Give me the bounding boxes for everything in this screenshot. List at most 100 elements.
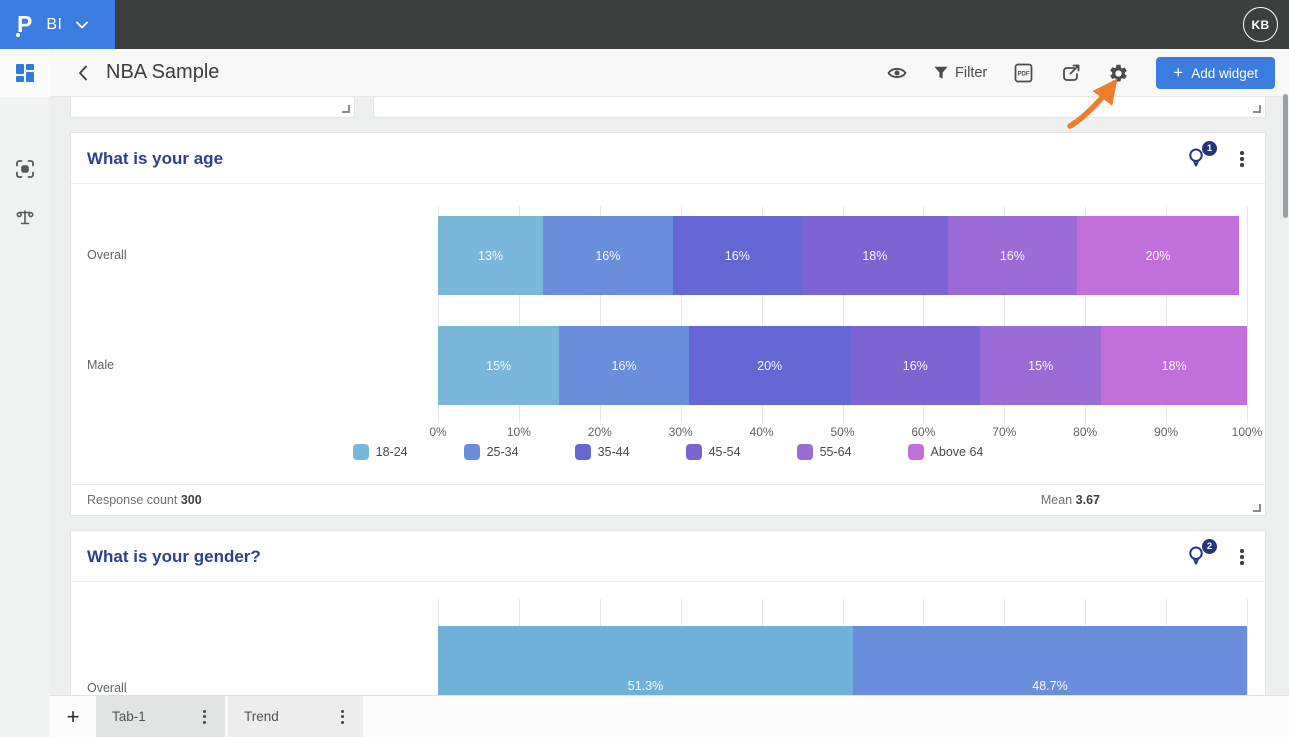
tab-tab-1[interactable]: Tab-1 — [96, 696, 225, 737]
gridline — [518, 206, 520, 423]
legend-item[interactable]: 35-44 — [574, 444, 630, 460]
legend-swatch — [352, 444, 369, 460]
legend-item[interactable]: 55-64 — [796, 444, 852, 460]
share-icon[interactable] — [1060, 63, 1081, 83]
add-tab-button[interactable]: + — [66, 703, 80, 729]
page-title: NBA Sample — [106, 61, 220, 83]
category-label: Male — [87, 358, 115, 372]
bar-segment[interactable]: 15% — [438, 326, 560, 405]
axis-tick-label: 40% — [749, 425, 774, 439]
settings-gear-icon[interactable] — [1108, 63, 1129, 84]
bar-segment-value: 16% — [595, 248, 621, 263]
gridline — [842, 206, 844, 423]
axis-tick-label: 0% — [429, 425, 447, 439]
bar-segment[interactable]: 13% — [438, 216, 544, 295]
bar-segment[interactable]: 16% — [672, 216, 803, 295]
legend-item[interactable]: 45-54 — [685, 444, 741, 460]
resize-handle[interactable] — [1253, 105, 1261, 113]
bar-row: 15% 16% 20% 16% 15% 18% — [438, 326, 1247, 405]
widget-menu-kebab-icon[interactable] — [1235, 149, 1249, 169]
brand-logo-icon: P — [15, 11, 33, 37]
legend-label: Above 64 — [930, 445, 984, 459]
axis-tick-label: 50% — [830, 425, 855, 439]
bar-segment[interactable]: 20% — [688, 326, 851, 405]
axis-tick-label: 90% — [1154, 425, 1179, 439]
legend-swatch — [463, 444, 480, 460]
widget-partial-right[interactable] — [373, 97, 1266, 118]
bar-segment[interactable]: 16% — [559, 326, 689, 405]
bar-segment-value: 15% — [1028, 358, 1054, 373]
tab-trend[interactable]: Trend — [228, 696, 363, 737]
legend-swatch — [574, 444, 591, 460]
legend-label: 45-54 — [708, 445, 741, 459]
tab-label: Trend — [244, 709, 279, 724]
benchmark-scale-icon[interactable] — [0, 193, 50, 241]
topbar: P BI KB — [0, 0, 1289, 49]
legend-swatch — [907, 444, 924, 460]
legend-swatch — [796, 444, 813, 460]
axis-tick-label: 100% — [1231, 425, 1263, 439]
user-avatar[interactable]: KB — [1243, 7, 1278, 42]
gridline — [680, 206, 682, 423]
widget-header: What is your gender? 2 — [71, 531, 1265, 582]
legend-label: 55-64 — [819, 445, 852, 459]
bar-segment-value: 15% — [486, 358, 512, 373]
tab-label: Tab-1 — [112, 709, 146, 724]
bar-segment[interactable]: 16% — [850, 326, 981, 405]
view-eye-icon[interactable] — [887, 66, 907, 80]
bar-segment[interactable]: 16% — [543, 216, 673, 295]
axis-tick-label: 10% — [506, 425, 531, 439]
focus-capture-icon[interactable] — [0, 145, 50, 193]
widget-partial-left[interactable] — [70, 97, 355, 118]
add-widget-button[interactable]: + Add widget — [1156, 57, 1275, 89]
category-label: Overall — [87, 681, 127, 695]
bar-segment-value: 51.3% — [627, 679, 664, 693]
insight-count-badge: 2 — [1202, 539, 1217, 554]
mean-value: Mean 3.67 — [1040, 493, 1100, 507]
gridline — [438, 206, 439, 423]
insight-pin-icon[interactable]: 1 — [1187, 141, 1217, 173]
legend-item[interactable]: 18-24 — [352, 444, 408, 460]
legend-label: 35-44 — [597, 445, 630, 459]
gridline — [1085, 206, 1087, 423]
tab-menu-kebab-icon[interactable] — [197, 707, 211, 727]
bar-segment-value: 16% — [724, 248, 750, 263]
bar-segment[interactable]: 48.7% — [853, 626, 1247, 695]
add-widget-label: Add widget — [1191, 65, 1258, 81]
filter-button[interactable]: Filter — [934, 65, 987, 81]
gridline — [923, 206, 925, 423]
gridline — [1166, 206, 1168, 423]
pdf-export-icon[interactable]: PDF — [1014, 63, 1033, 83]
insight-pin-icon[interactable]: 2 — [1187, 539, 1217, 571]
x-axis: 0% 10% 20% 30% 40% 50% 60% 70% 80% 90% 100% — [429, 425, 1262, 439]
bar-segment-value: 20% — [1145, 248, 1171, 263]
gridline — [1247, 206, 1248, 423]
chart-legend: 18-24 25-34 35-44 45-54 55-64 Above 64 — [71, 444, 1265, 460]
chart-plot-area: 51.3% 48.7% — [438, 599, 1248, 695]
axis-tick-label: 20% — [587, 425, 612, 439]
bar-segment[interactable]: 15% — [980, 326, 1102, 405]
insight-count-badge: 1 — [1202, 141, 1217, 156]
vertical-scrollbar[interactable] — [1283, 94, 1288, 218]
bar-segment[interactable]: 20% — [1077, 216, 1239, 295]
dashboard-icon[interactable] — [0, 49, 50, 97]
legend-item[interactable]: Above 64 — [907, 444, 984, 460]
plus-icon: + — [1173, 63, 1184, 82]
resize-handle[interactable] — [342, 105, 350, 113]
legend-label: 25-34 — [486, 445, 519, 459]
bar-segment[interactable]: 18% — [802, 216, 948, 295]
widget-header: What is your age 1 — [71, 133, 1265, 184]
bar-segment[interactable]: 18% — [1101, 326, 1247, 405]
app-switcher[interactable]: P BI — [0, 0, 115, 49]
legend-item[interactable]: 25-34 — [463, 444, 519, 460]
bar-segment[interactable]: 16% — [947, 216, 1078, 295]
back-button[interactable] — [72, 61, 94, 85]
bar-segment-value: 16% — [611, 358, 637, 373]
page-header: NBA Sample Filter PDF — [50, 49, 1289, 97]
resize-handle[interactable] — [1253, 504, 1261, 512]
tab-menu-kebab-icon[interactable] — [335, 707, 349, 727]
widget-menu-kebab-icon[interactable] — [1235, 547, 1249, 567]
bar-segment[interactable]: 51.3% — [438, 626, 854, 695]
app-name: BI — [46, 15, 63, 33]
